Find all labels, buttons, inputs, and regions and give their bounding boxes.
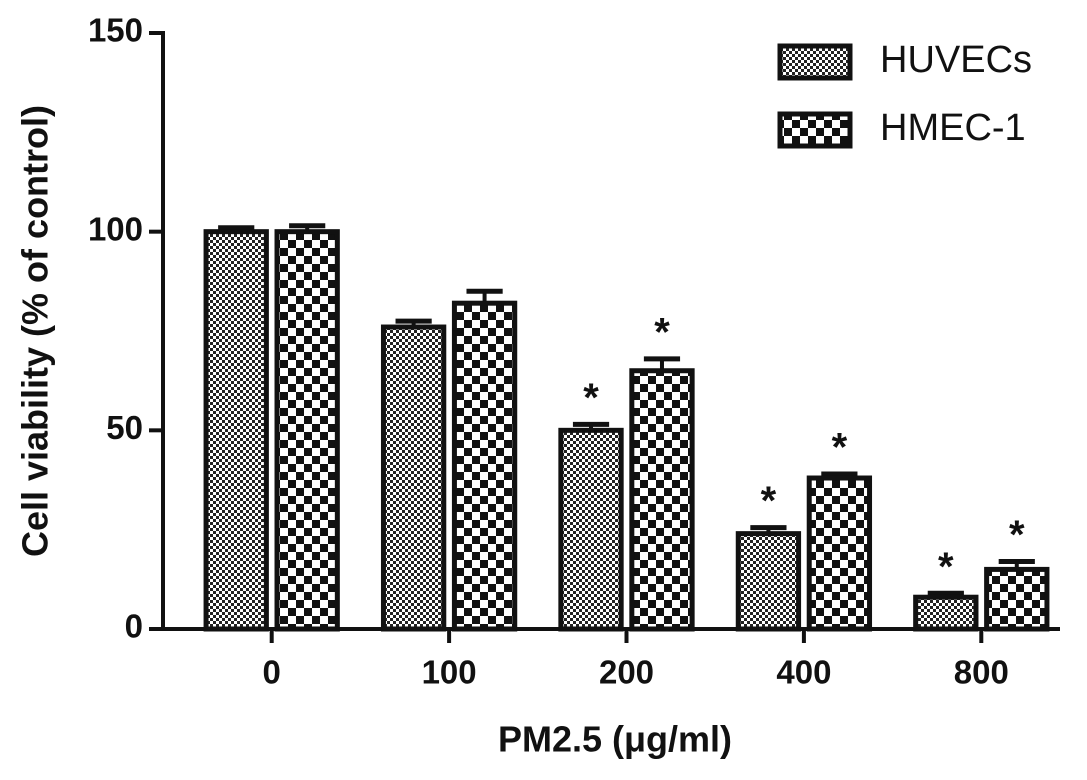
x-tick-label: 800: [954, 654, 1009, 691]
x-tick-label: 200: [599, 654, 654, 691]
significance-marker: *: [938, 545, 954, 589]
bar: [274, 229, 340, 632]
bar: [558, 427, 624, 632]
bar: [380, 324, 447, 632]
x-axis-title: PM2.5 (μg/ml): [498, 719, 732, 760]
significance-marker: *: [583, 376, 599, 420]
significance-marker: *: [761, 479, 777, 523]
significance-marker: *: [1009, 513, 1025, 557]
y-tick-label: 50: [106, 409, 143, 446]
x-tick-label: 0: [263, 654, 281, 691]
x-tick-label: 100: [422, 654, 477, 691]
bar: [735, 531, 802, 632]
bar: [806, 475, 873, 632]
significance-marker: *: [832, 426, 848, 470]
significance-marker: *: [654, 310, 670, 354]
bar: [451, 300, 518, 632]
legend-swatch: [777, 43, 853, 81]
y-tick-label: 100: [88, 210, 143, 247]
x-tick-label: 400: [776, 654, 831, 691]
y-tick-label: 0: [125, 608, 143, 645]
legend-label: HUVECs: [880, 39, 1032, 81]
y-tick-label: 150: [88, 12, 143, 49]
legend-label: HMEC-1: [880, 107, 1026, 149]
bar: [984, 566, 1050, 632]
bar: [203, 229, 269, 632]
bar: [913, 594, 979, 632]
legend-swatch: [777, 111, 853, 149]
y-axis-title: Cell viability (% of control): [15, 105, 56, 557]
bar: [629, 368, 695, 632]
